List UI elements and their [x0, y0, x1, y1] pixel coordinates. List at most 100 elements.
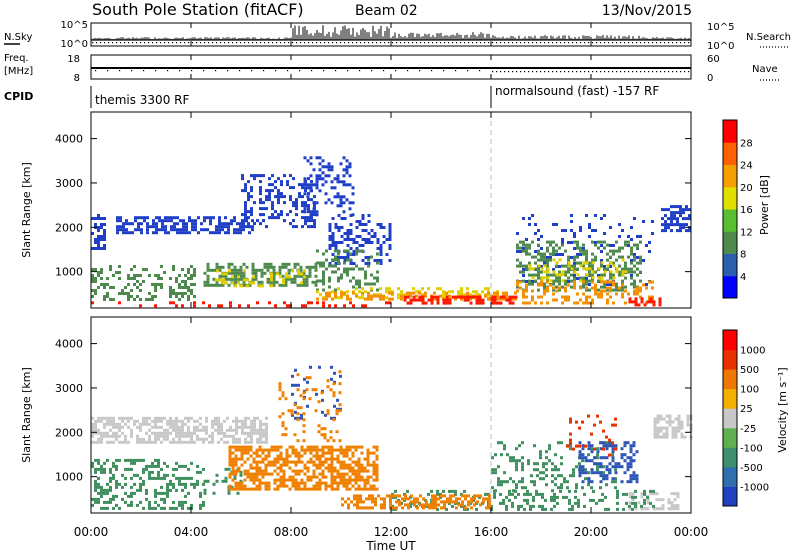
nave-dot	[684, 71, 686, 73]
data-cell-green	[175, 295, 178, 298]
data-cell-green	[139, 476, 142, 480]
data-cell-red	[578, 426, 581, 430]
data-cell-green	[260, 280, 264, 284]
data-cell-gray	[653, 423, 657, 427]
data-cell-green	[233, 280, 237, 284]
data-cell-gray	[205, 431, 208, 435]
data-cell-blue	[161, 219, 164, 223]
data-cell-green	[334, 270, 337, 274]
data-cell-yellow	[546, 276, 550, 280]
data-cell-green	[531, 273, 534, 277]
data-cell-orange	[339, 448, 343, 452]
data-cell-orange	[338, 439, 342, 443]
data-cell-green	[537, 273, 540, 277]
data-cell-gray	[653, 432, 657, 436]
data-cell-blue	[277, 195, 280, 199]
nave-dot	[604, 71, 606, 73]
data-cell-blue	[337, 229, 341, 232]
data-cell-orange	[306, 448, 310, 452]
noise-search-dot	[636, 42, 638, 44]
noise-search-dot	[672, 42, 674, 44]
data-cell-orange	[336, 484, 340, 488]
data-cell-yellow	[276, 272, 279, 276]
data-cell-blue	[247, 192, 250, 196]
data-cell-green	[576, 255, 579, 259]
data-cell-orange	[340, 294, 343, 298]
data-cell-blue	[303, 210, 307, 214]
data-cell-orange	[354, 472, 358, 476]
data-cell-green	[154, 500, 157, 504]
data-cell-blue	[155, 225, 158, 229]
data-cell-orange	[609, 286, 612, 290]
data-cell-blue	[155, 216, 158, 220]
data-cell-blue	[295, 204, 298, 208]
data-cell-green	[154, 283, 157, 286]
data-cell-orange	[246, 469, 250, 473]
data-cell-orange	[375, 475, 379, 479]
data-cell-green	[575, 483, 578, 487]
data-cell-orange	[443, 500, 446, 504]
data-cell-gray	[118, 422, 121, 426]
data-cell-red	[421, 295, 425, 299]
noise-search-dot	[248, 42, 250, 44]
data-cell-orange	[383, 503, 386, 507]
data-cell-green	[331, 258, 334, 262]
data-cell-blue	[312, 207, 316, 211]
data-cell-blue	[301, 204, 304, 208]
data-cell-green	[236, 277, 240, 281]
data-cell-blue	[599, 471, 603, 475]
data-cell-green	[239, 271, 243, 275]
data-cell-blue	[345, 168, 349, 172]
data-cell-gray	[646, 501, 650, 505]
data-cell-yellow	[231, 281, 234, 285]
data-cell-green	[552, 273, 555, 277]
data-cell-green	[543, 282, 546, 286]
noise-search-dot	[684, 42, 686, 44]
data-cell-blue	[367, 220, 371, 223]
data-cell-gray	[202, 440, 205, 444]
data-cell-green	[316, 249, 319, 253]
data-cell-blue	[591, 229, 594, 232]
nave-dot	[203, 70, 205, 72]
data-cell-orange	[348, 487, 352, 491]
data-cell-orange	[422, 497, 425, 501]
data-cell-gray	[124, 422, 127, 426]
data-cell-blue	[573, 232, 576, 235]
data-cell-gray	[181, 425, 184, 429]
data-cell-green	[643, 501, 646, 505]
data-cell-orange	[326, 409, 330, 413]
data-cell-green	[91, 289, 94, 292]
data-cell-yellow	[385, 290, 388, 294]
data-cell-green	[603, 267, 606, 271]
data-cell-green	[528, 252, 531, 256]
data-cell-blue	[218, 225, 221, 229]
data-cell-green	[358, 279, 361, 283]
noise-search-dot	[188, 42, 190, 44]
data-cell-green	[251, 265, 255, 269]
data-cell-green	[251, 262, 255, 266]
data-cell-blue	[218, 228, 221, 232]
data-cell-orange	[404, 503, 407, 507]
data-cell-blue	[642, 220, 645, 223]
data-cell-orange	[305, 388, 309, 392]
data-cell-red	[652, 300, 656, 304]
data-cell-yellow	[439, 287, 442, 291]
data-cell-blue	[670, 223, 673, 227]
data-cell-green	[311, 265, 315, 269]
data-cell-orange	[356, 494, 359, 498]
data-cell-blue	[620, 456, 624, 460]
noise-search-dot	[100, 42, 102, 44]
data-cell-green	[539, 453, 542, 457]
data-cell-blue	[230, 222, 233, 226]
data-cell-blue	[340, 256, 344, 259]
data-cell-green	[627, 255, 630, 259]
data-cell-green	[503, 447, 506, 451]
data-cell-orange	[588, 295, 591, 299]
data-cell-gray	[208, 434, 211, 438]
data-cell-green	[576, 243, 579, 247]
data-cell-red	[634, 300, 638, 304]
data-cell-green	[560, 456, 563, 460]
data-cell-blue	[242, 228, 245, 232]
data-cell-orange	[276, 484, 280, 488]
